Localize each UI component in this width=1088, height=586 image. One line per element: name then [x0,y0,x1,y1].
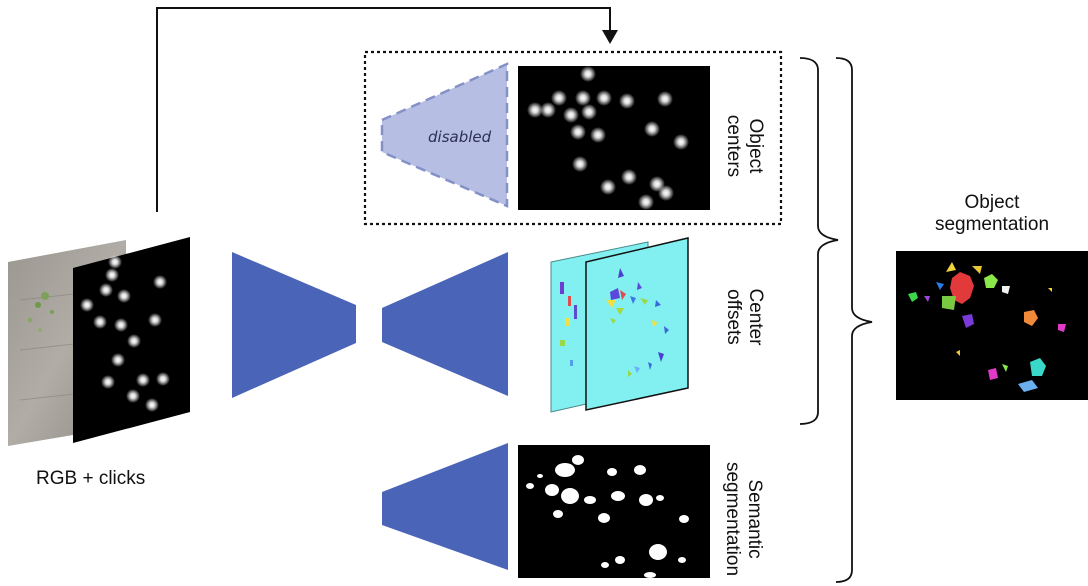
center-blob [145,398,159,412]
feedback-arrowhead [602,30,618,44]
segmentation-blob [649,544,667,560]
center-offsets-label-line1: Center [745,288,766,346]
center-blob [114,318,128,332]
center-offsets-map-front [585,237,689,411]
click-blobs [80,255,170,412]
segmentation-blob [537,474,543,478]
center-blob [148,313,162,327]
center-blob [575,90,591,106]
center-blob [111,353,125,367]
semantic-segmentation-label-line2: segmentation [722,461,743,577]
outer-brace [835,57,873,583]
segmentation-blob [584,496,596,504]
center-blob [621,169,637,185]
segmentation-blob [607,468,617,476]
center-blob [117,289,131,303]
center-blob [572,156,588,172]
segmentation-blob [526,483,534,489]
semantic-decoder [382,443,508,570]
center-blob [644,121,660,137]
disabled-decoder [380,62,509,208]
object-centers-label-line2: centers [723,114,744,178]
center-blob [673,134,689,150]
center-blob [590,127,606,143]
center-blob [153,275,167,289]
object-centers-blobs [527,66,689,210]
input-label: RGB + clicks [36,468,146,489]
center-blob [658,185,674,201]
center-blob [101,375,115,389]
center-blob [563,107,579,123]
semantic-segmentation-label-line1: Semantic [744,479,765,559]
center-blob [136,373,150,387]
center-blob [93,315,107,329]
center-blob [105,268,119,282]
object-centers-label-line1: Object [745,118,766,174]
center-blob [596,90,612,106]
object-segmentation-label: Object segmentation [922,192,1062,236]
segmentation-blob [634,465,646,475]
center-blob [638,194,654,210]
segmentation-blob [553,510,563,518]
object-centers-label: Object centers [720,101,766,191]
encoder [232,252,356,398]
segmentation-blob [644,572,656,578]
segmentation-blob [615,556,625,564]
center-blob [657,91,673,107]
segmentation-blob [545,484,559,496]
center-offsets-label: Center offsets [720,272,766,362]
segmentation-blob [572,455,584,465]
semantic-segmentation-shapes [526,455,689,578]
object-segmentation-instances [908,262,1066,392]
center-blob [570,124,586,140]
center-blob [600,179,616,195]
segmentation-blob [678,557,686,563]
center-offsets-label-line2: offsets [723,289,744,345]
center-blob [540,102,556,118]
segmentation-blob [656,495,664,501]
center-blob [127,334,141,348]
center-blob [156,372,170,386]
segmentation-blob [611,491,625,501]
segmentation-blob [639,494,653,506]
center-blob [126,389,140,403]
segmentation-blob [561,488,579,504]
center-blob [108,255,122,269]
offsets-decoder [382,252,508,396]
segmentation-blob [555,463,575,477]
segmentation-blob [601,562,609,568]
clicks-image [73,237,190,443]
object-segmentation-label-line2: segmentation [934,214,1050,235]
disabled-label: disabled [428,128,492,146]
semantic-segmentation-label: Semantic segmentation [719,454,765,584]
feedback-arrow-line [156,7,611,212]
segmentation-blob [679,515,689,523]
semantic-segmentation-map [518,445,710,578]
segmentation-blob [598,513,610,523]
center-blob [80,298,94,312]
center-blob [99,283,113,297]
object-segmentation-label-line1: Object [964,192,1020,213]
center-blob [527,102,543,118]
center-blob [580,66,596,82]
centers-offsets-brace [799,57,839,425]
center-blob [581,104,597,120]
center-blob [551,90,567,106]
center-blob [619,93,635,109]
